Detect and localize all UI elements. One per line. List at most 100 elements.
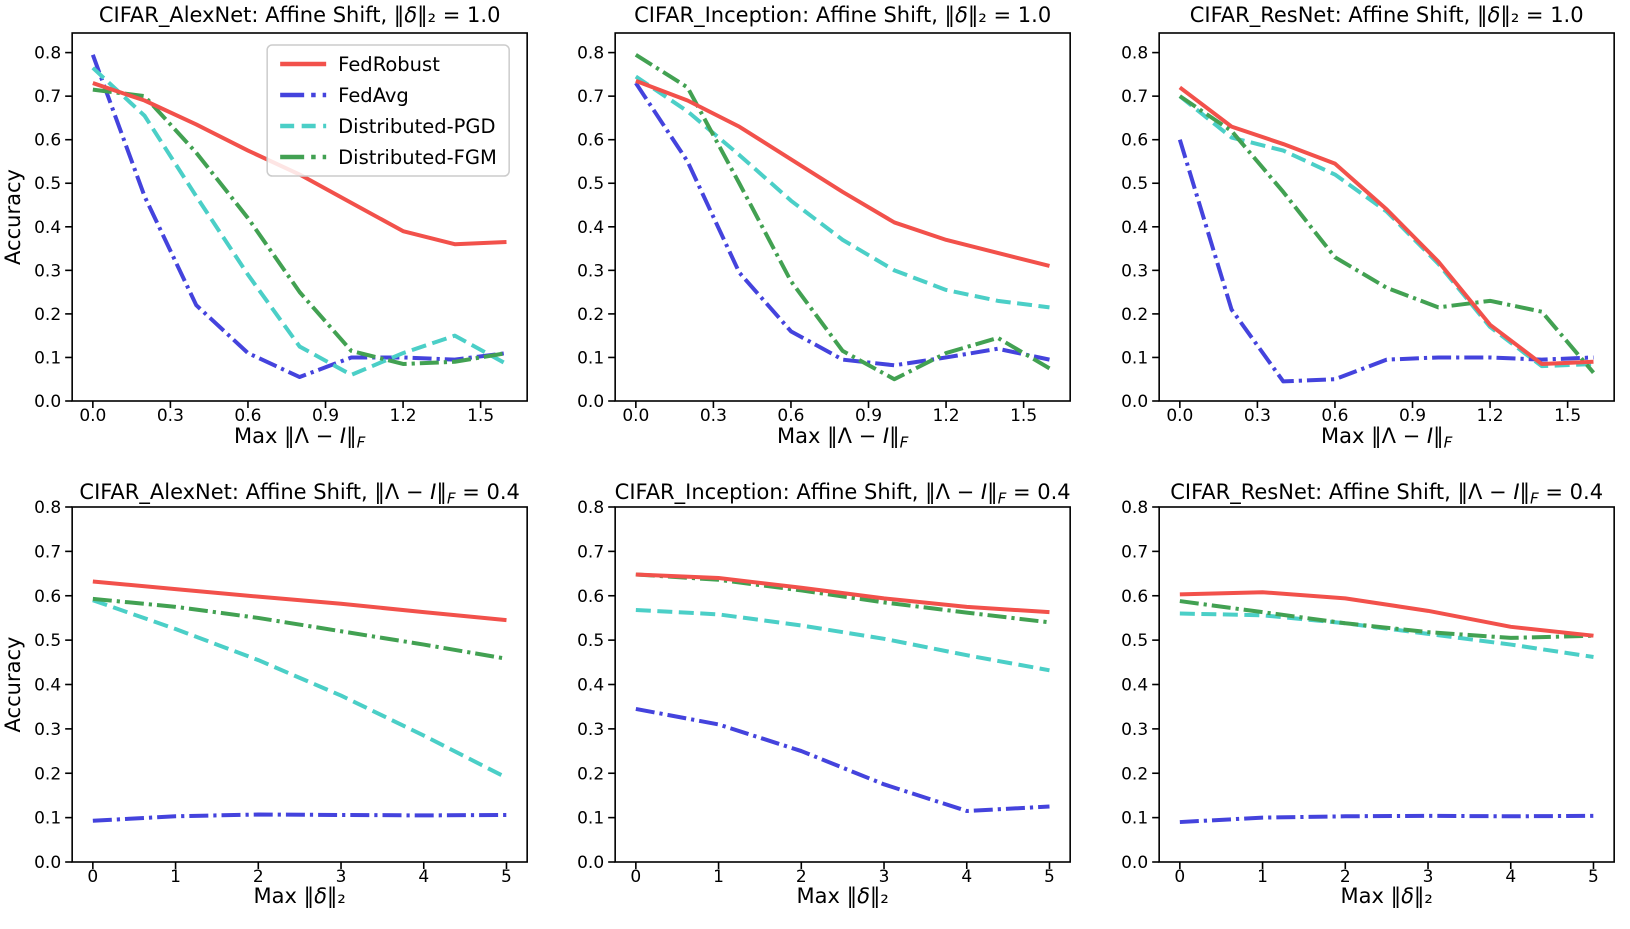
x-tick-label: 0.6 xyxy=(1321,406,1348,426)
y-tick-label: 0.7 xyxy=(577,87,604,107)
y-tick-label: 0.2 xyxy=(34,764,61,784)
series-Distributed-FGM xyxy=(92,87,507,366)
y-tick-label: 0.2 xyxy=(1121,305,1148,325)
x-tick-label: 5 xyxy=(1588,867,1599,887)
series-FedAvg xyxy=(1177,139,1594,384)
chart-cifar-inception-delta: CIFAR_Inception: Affine Shift, ‖δ‖₂ = 1.… xyxy=(577,3,1072,452)
x-tick-label: 0.3 xyxy=(1244,406,1271,426)
axes-cifar-alexnet-affine-shift-lambda-0.4: CIFAR_AlexNet: Affine Shift, ‖Λ − I‖F = … xyxy=(1,480,528,909)
x-tick-label: 1 xyxy=(1257,867,1268,887)
series-Distributed-FGM xyxy=(92,596,507,661)
x-tick-label: 4 xyxy=(418,867,429,887)
legend: FedRobust FedAvg Distributed-PGD Distribute… xyxy=(266,44,510,177)
x-tick-label: 1.2 xyxy=(390,406,417,426)
y-tick-label: 0.0 xyxy=(34,853,61,873)
x-tick-label: 0 xyxy=(631,867,642,887)
y-tick-label: 0.6 xyxy=(1121,131,1148,151)
x-tick-label: 5 xyxy=(501,867,512,887)
y-tick-label: 0.3 xyxy=(577,720,604,740)
x-tick-label: 4 xyxy=(1505,867,1516,887)
series-FedRobust xyxy=(636,572,1050,615)
x-axis-label: Max ‖Λ − I‖F xyxy=(1321,424,1453,452)
y-tick-label: 0.1 xyxy=(577,348,604,368)
x-tick-label: 0.3 xyxy=(700,406,727,426)
legend-label: FedRobust xyxy=(338,53,440,76)
x-tick-label: 5 xyxy=(1044,867,1055,887)
y-tick-label: 0.4 xyxy=(34,676,61,696)
axes-cifar-inception-affine-shift-delta-1.0: CIFAR_Inception: Affine Shift, ‖δ‖₂ = 1.… xyxy=(577,3,1072,452)
axes-frame xyxy=(71,32,528,402)
x-tick-label: 1.2 xyxy=(1476,406,1503,426)
y-tick-label: 0.3 xyxy=(34,261,61,281)
y-tick-label: 0.0 xyxy=(577,853,604,873)
chart-cifar-alexnet-delta: CIFAR_AlexNet: Affine Shift, ‖δ‖₂ = 1.0 M… xyxy=(1,3,528,452)
series-Distributed-PGD xyxy=(636,607,1051,673)
axes-frame xyxy=(614,32,1072,402)
chart-cifar-resnet-lambda: CIFAR_ResNet: Affine Shift, ‖Λ − I‖F = 0… xyxy=(1121,480,1615,909)
x-tick-label: 2 xyxy=(1340,867,1351,887)
y-tick-label: 0.5 xyxy=(577,174,604,194)
x-tick-label: 3 xyxy=(336,867,347,887)
axes-cifar-alexnet-affine-shift-delta-1.0: CIFAR_AlexNet: Affine Shift, ‖δ‖₂ = 1.0 M… xyxy=(1,3,528,452)
y-tick-label: 0.3 xyxy=(577,261,604,281)
chart-title: CIFAR_Inception: Affine Shift, ‖Λ − I‖F … xyxy=(615,480,1071,508)
x-tick-label: 0.3 xyxy=(157,406,184,426)
y-tick-label: 0.6 xyxy=(1121,587,1148,607)
y-tick-label: 0.3 xyxy=(1121,720,1148,740)
y-tick-label: 0.2 xyxy=(577,764,604,784)
x-tick-label: 4 xyxy=(962,867,973,887)
y-tick-label: 0.5 xyxy=(34,174,61,194)
y-tick-label: 0.7 xyxy=(577,542,604,562)
y-axis-label: Accuracy xyxy=(1,169,25,265)
y-tick-label: 0.8 xyxy=(577,44,604,64)
chart-cifar-resnet-delta: CIFAR_ResNet: Affine Shift, ‖δ‖₂ = 1.0 Ma… xyxy=(1121,3,1615,452)
series-FedRobust xyxy=(1178,85,1594,366)
y-tick-label: 0.1 xyxy=(1121,348,1148,368)
x-tick-label: 2 xyxy=(253,867,264,887)
x-tick-label: 3 xyxy=(879,867,890,887)
y-tick-label: 0.8 xyxy=(577,498,604,518)
series-FedRobust xyxy=(92,579,507,623)
series-Distributed-FGM xyxy=(635,53,1051,382)
y-tick-label: 0.4 xyxy=(577,218,604,238)
series-Distributed-FGM xyxy=(636,572,1051,625)
x-axis-label: Max ‖Λ − I‖F xyxy=(234,424,366,452)
x-tick-label: 1 xyxy=(713,867,724,887)
y-tick-label: 0.1 xyxy=(34,348,61,368)
series-FedAvg xyxy=(90,54,507,380)
series-FedRobust xyxy=(1179,590,1594,638)
legend-label: Distributed-FGM xyxy=(338,146,497,169)
ticks: 0.0 0.1 0.2 0.3 0.4 0.5 0.6 0.7 0.8 0.0 0.3 0.6 0.9 1… xyxy=(1121,44,1581,426)
legend-label: Distributed-PGD xyxy=(338,115,495,138)
series-FedRobust xyxy=(635,79,1051,268)
ticks: 0.0 0.1 0.2 0.3 0.4 0.5 0.6 0.7 0.8 0 1 2 3 4 5 xyxy=(1121,498,1599,887)
x-tick-label: 1.5 xyxy=(1010,406,1037,426)
x-tick-label: 0.6 xyxy=(778,406,805,426)
y-tick-label: 0.5 xyxy=(34,631,61,651)
axes-frame xyxy=(1158,506,1615,863)
axes-cifar-inception-affine-shift-lambda-0.4: CIFAR_Inception: Affine Shift, ‖Λ − I‖F … xyxy=(577,480,1072,909)
y-tick-label: 0.4 xyxy=(1121,676,1148,696)
series-Distributed-PGD xyxy=(92,598,508,780)
x-tick-label: 0.6 xyxy=(234,406,261,426)
series-FedAvg xyxy=(634,81,1051,368)
chart-title: CIFAR_ResNet: Affine Shift, ‖Λ − I‖F = 0… xyxy=(1170,480,1603,508)
series-Distributed-FGM xyxy=(1179,599,1594,640)
chart-cifar-inception-lambda: CIFAR_Inception: Affine Shift, ‖Λ − I‖F … xyxy=(577,480,1072,909)
x-tick-label: 0.0 xyxy=(1166,406,1193,426)
y-tick-label: 0.2 xyxy=(577,305,604,325)
ticks: 0.0 0.1 0.2 0.3 0.4 0.5 0.6 0.7 0.8 0 1 2 3 4 5 xyxy=(577,498,1055,887)
chart-title: CIFAR_ResNet: Affine Shift, ‖δ‖₂ = 1.0 xyxy=(1189,3,1583,28)
y-tick-label: 0.1 xyxy=(1121,809,1148,829)
x-axis-label: Max ‖δ‖₂ xyxy=(1340,884,1432,909)
y-tick-label: 0.7 xyxy=(1121,542,1148,562)
y-tick-label: 0.6 xyxy=(34,587,61,607)
x-tick-label: 2 xyxy=(796,867,807,887)
x-axis-label: Max ‖δ‖₂ xyxy=(797,884,889,909)
series-Distributed-PGD xyxy=(1179,611,1594,659)
x-tick-label: 0 xyxy=(1174,867,1185,887)
y-tick-label: 0.0 xyxy=(34,392,61,412)
x-tick-label: 1.2 xyxy=(933,406,960,426)
chart-title: CIFAR_AlexNet: Affine Shift, ‖Λ − I‖F = … xyxy=(79,480,519,508)
x-axis-label: Max ‖Λ − I‖F xyxy=(777,424,909,452)
